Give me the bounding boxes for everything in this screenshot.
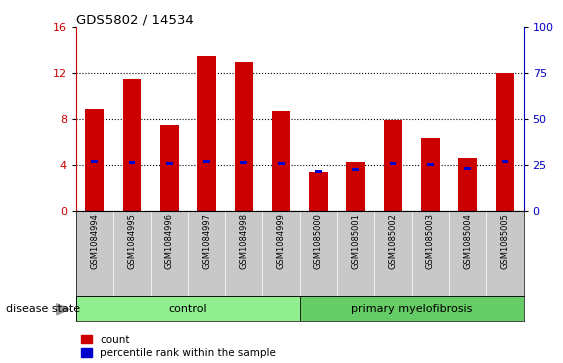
Bar: [272, 111, 291, 211]
Bar: [160, 125, 178, 211]
Bar: [300, 296, 524, 321]
Bar: [427, 163, 434, 166]
Text: GSM1084996: GSM1084996: [165, 213, 174, 269]
Bar: [76, 296, 300, 321]
Bar: [203, 160, 210, 163]
Polygon shape: [57, 304, 69, 315]
Bar: [278, 162, 284, 165]
Bar: [495, 73, 514, 211]
Bar: [86, 109, 104, 211]
Text: GSM1085004: GSM1085004: [463, 213, 472, 269]
Bar: [235, 62, 253, 211]
Text: primary myelofibrosis: primary myelofibrosis: [351, 303, 472, 314]
Bar: [91, 160, 98, 163]
Bar: [384, 120, 403, 211]
Text: GSM1085002: GSM1085002: [388, 213, 397, 269]
Bar: [390, 162, 396, 165]
Bar: [197, 56, 216, 211]
Bar: [458, 158, 477, 211]
Text: GSM1084997: GSM1084997: [202, 213, 211, 269]
Text: GSM1084994: GSM1084994: [90, 213, 99, 269]
Text: GSM1085005: GSM1085005: [501, 213, 510, 269]
Bar: [123, 79, 141, 211]
Text: GSM1085003: GSM1085003: [426, 213, 435, 269]
Bar: [464, 167, 471, 170]
Bar: [421, 138, 440, 211]
Bar: [128, 161, 135, 164]
Text: GSM1084998: GSM1084998: [239, 213, 248, 269]
Legend: count, percentile rank within the sample: count, percentile rank within the sample: [81, 335, 276, 358]
Text: control: control: [168, 303, 207, 314]
Bar: [240, 161, 247, 164]
Bar: [352, 168, 359, 171]
Bar: [346, 162, 365, 211]
Bar: [166, 162, 173, 165]
Text: GSM1085000: GSM1085000: [314, 213, 323, 269]
Text: GDS5802 / 14534: GDS5802 / 14534: [76, 13, 194, 26]
Text: GSM1084999: GSM1084999: [276, 213, 285, 269]
Bar: [315, 170, 322, 173]
Text: GSM1085001: GSM1085001: [351, 213, 360, 269]
Text: disease state: disease state: [6, 304, 80, 314]
Bar: [502, 160, 508, 163]
Bar: [309, 172, 328, 211]
Text: GSM1084995: GSM1084995: [127, 213, 136, 269]
